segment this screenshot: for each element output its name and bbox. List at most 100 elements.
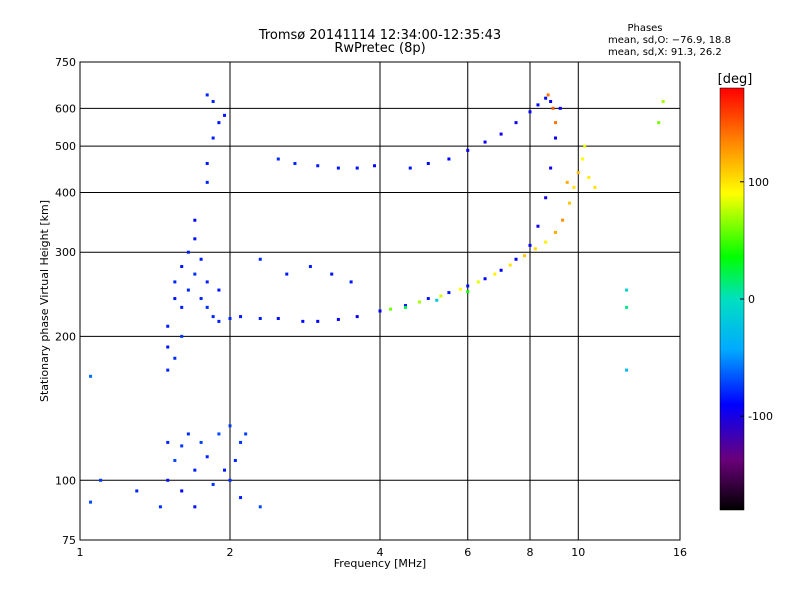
y-axis-label: Stationary phase Virtual Height [km] xyxy=(38,200,51,402)
x-tick-label: 4 xyxy=(377,546,384,559)
echo-point xyxy=(186,250,190,254)
echo-point xyxy=(199,297,203,301)
y-tick-label: 750 xyxy=(55,56,76,69)
colorbar-ticks: 100 0 -100 xyxy=(740,176,773,423)
echo-point xyxy=(239,496,243,500)
echo-point xyxy=(625,305,629,309)
echo-point xyxy=(180,265,184,269)
echo-point xyxy=(483,277,487,281)
echo-point xyxy=(553,230,557,234)
echo-point xyxy=(258,316,262,320)
y-tick-label: 100 xyxy=(55,474,76,487)
echo-point xyxy=(549,100,553,104)
echo-point xyxy=(417,300,421,304)
stats-x-line: mean, sd,X: 91.3, 26.2 xyxy=(608,47,722,58)
echo-point xyxy=(536,103,540,107)
echo-point xyxy=(330,272,334,276)
echo-point xyxy=(239,440,243,444)
echo-point xyxy=(403,305,407,309)
echo-point xyxy=(228,478,232,482)
x-ticks: 1 2 4 6 8 10 16 xyxy=(77,546,688,559)
echo-point xyxy=(166,440,170,444)
stats-o-line: mean, sd,O: −76.9, 18.8 xyxy=(608,35,731,46)
echo-point xyxy=(223,468,227,472)
echo-point xyxy=(493,272,497,276)
chart-subtitle: RwPretec (8p) xyxy=(334,41,425,56)
echo-point xyxy=(166,368,170,372)
echo-point xyxy=(166,478,170,482)
echo-point xyxy=(549,166,553,170)
echo-point xyxy=(661,100,665,104)
echo-point xyxy=(180,444,184,448)
x-tick-label: 1 xyxy=(77,546,84,559)
echo-point xyxy=(205,93,209,97)
y-tick-label: 300 xyxy=(55,246,76,259)
echo-point xyxy=(593,185,597,189)
echo-point xyxy=(239,315,243,319)
echo-point xyxy=(193,218,197,222)
echo-point xyxy=(205,455,209,459)
echo-point xyxy=(173,356,177,360)
y-tick-label: 400 xyxy=(55,186,76,199)
echo-point xyxy=(135,489,139,493)
echo-point xyxy=(99,478,103,482)
echo-point xyxy=(426,161,430,165)
colorbar-tick-label: 100 xyxy=(748,176,769,189)
echo-point xyxy=(205,161,209,165)
echo-point xyxy=(173,458,177,462)
echo-point xyxy=(217,319,221,323)
echo-point xyxy=(285,272,289,276)
echo-point xyxy=(581,157,585,161)
echo-point xyxy=(199,440,203,444)
colorbar-tick-label: 0 xyxy=(748,293,755,306)
echo-point xyxy=(572,185,576,189)
echo-point xyxy=(447,291,451,295)
echo-point xyxy=(536,224,540,228)
echo-point xyxy=(528,243,532,247)
echo-point xyxy=(439,294,443,298)
x-tick-label: 2 xyxy=(227,546,234,559)
echo-point xyxy=(205,280,209,284)
echo-point xyxy=(193,272,197,276)
echo-point xyxy=(533,247,537,251)
colorbar-tick-label: -100 xyxy=(748,410,773,423)
colorbar-label: [deg] xyxy=(718,72,753,87)
echo-point xyxy=(553,121,557,125)
y-tick-label: 200 xyxy=(55,330,76,343)
echo-point xyxy=(466,290,470,294)
echo-point xyxy=(199,257,203,261)
echo-point xyxy=(244,432,248,436)
echo-point xyxy=(476,280,480,284)
y-tick-label: 75 xyxy=(62,534,76,547)
echo-point xyxy=(514,121,518,125)
echo-point xyxy=(508,263,512,267)
stats-heading: Phases xyxy=(627,23,662,34)
echo-point xyxy=(301,319,305,323)
echo-point xyxy=(276,157,280,161)
echo-point xyxy=(625,368,629,372)
echo-point xyxy=(223,113,227,117)
echo-point xyxy=(355,166,359,170)
echo-point xyxy=(373,164,377,168)
echo-point xyxy=(408,166,412,170)
echo-point xyxy=(561,218,565,222)
x-tick-label: 10 xyxy=(571,546,585,559)
echo-point xyxy=(576,171,580,175)
echo-point xyxy=(316,319,320,323)
echo-point xyxy=(228,424,232,428)
echo-point xyxy=(458,287,462,291)
echo-point xyxy=(551,106,555,110)
echo-point xyxy=(166,324,170,328)
echo-point xyxy=(180,305,184,309)
echo-point xyxy=(426,297,430,301)
echo-point xyxy=(403,304,407,308)
echo-point xyxy=(89,374,93,378)
x-tick-label: 16 xyxy=(673,546,687,559)
echo-point xyxy=(378,309,382,313)
echo-point xyxy=(435,298,439,302)
echo-point xyxy=(211,482,215,486)
chart-title: Tromsø 20141114 12:34:00-12:35:43 xyxy=(258,28,501,43)
y-tick-label: 600 xyxy=(55,102,76,115)
echo-point xyxy=(483,140,487,144)
